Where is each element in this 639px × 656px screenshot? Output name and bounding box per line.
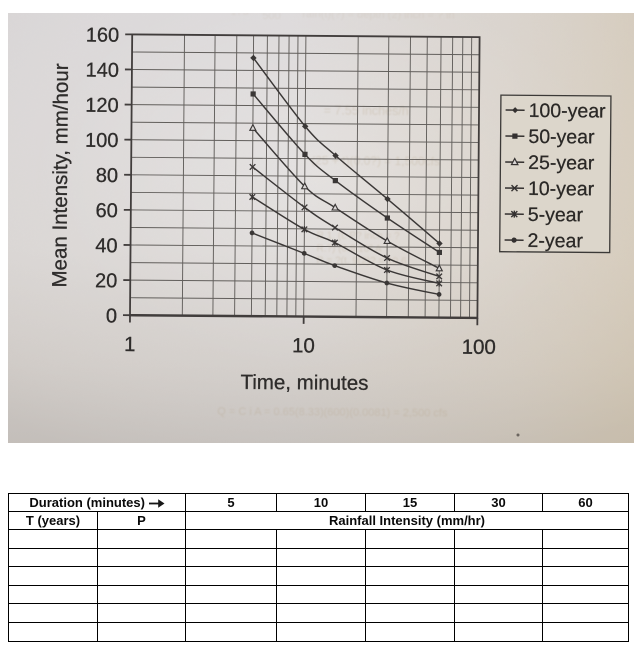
svg-text:Time, minutes: Time, minutes xyxy=(240,371,368,395)
svg-text:1: 1 xyxy=(124,333,136,356)
svg-text:120: 120 xyxy=(85,95,119,117)
svg-text:100: 100 xyxy=(85,130,119,152)
svg-text:60: 60 xyxy=(95,200,117,222)
svg-text:25-year: 25-year xyxy=(528,152,595,175)
svg-text:160: 160 xyxy=(86,24,120,46)
svg-text:500: 500 xyxy=(262,13,280,22)
svg-text:0: 0 xyxy=(106,305,117,327)
svg-text:100: 100 xyxy=(462,336,496,359)
svg-text:20: 20 xyxy=(95,270,117,292)
svg-text:Mean Intensity, mm/hour: Mean Intensity, mm/hour xyxy=(48,63,73,287)
svg-text:5-year: 5-year xyxy=(528,204,584,226)
svg-text:50-year: 50-year xyxy=(528,126,595,149)
svg-text:80: 80 xyxy=(96,165,118,187)
svg-text:rain(t)(?) = depth (2) inch =: rain(t)(?) = depth (2) inch = ? in xyxy=(302,13,454,22)
svg-text:R.?) (0.8.10² A: R.?) (0.8.10² A xyxy=(316,243,381,255)
svg-text:Q = C i A = 0.65(8.33)(600)(0: Q = C i A = 0.65(8.33)(600)(0.0081) = 2,… xyxy=(217,406,448,420)
svg-text:175: 175 xyxy=(230,13,248,18)
svg-text:10: 10 xyxy=(292,334,315,357)
svg-text:= 7.55 inches/h: = 7.55 inches/h xyxy=(324,104,409,119)
svg-text:R 1. (t. P? inch = ?: R 1. (t. P? inch = ? xyxy=(317,230,401,242)
svg-text:100-year: 100-year xyxy=(529,100,607,123)
svg-text:40: 40 xyxy=(95,235,117,257)
svg-text:140: 140 xyxy=(85,60,119,82)
svg-text:2-year: 2-year xyxy=(528,230,584,252)
svg-text:R = ?(t. 9(2)? = 10.6: R = ?(t. 9(2)? = 10.6 xyxy=(316,255,407,267)
svg-text:(25 + t)(0.0?) = 1,500cfs: (25 + t)(0.0?) = 1,500cfs xyxy=(311,153,440,168)
svg-text:10-year: 10-year xyxy=(528,178,595,201)
